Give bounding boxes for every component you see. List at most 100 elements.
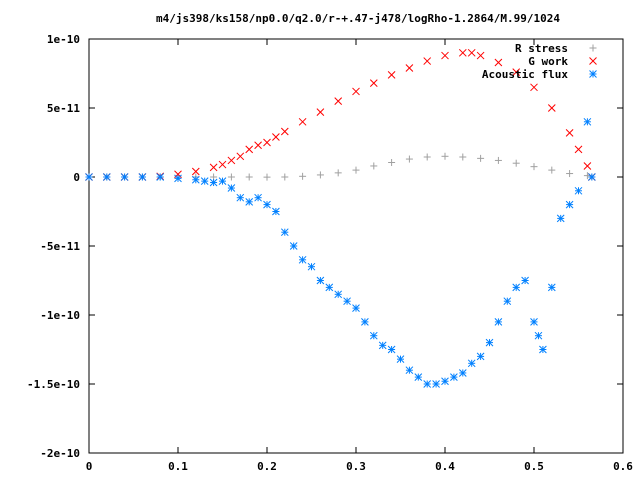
data-point (263, 138, 271, 147)
data-point (245, 145, 254, 154)
data-point (539, 345, 547, 354)
data-point (138, 173, 147, 181)
data-point (218, 160, 227, 169)
data-point (583, 162, 592, 170)
data-point (423, 153, 431, 161)
data-point (414, 373, 423, 381)
data-point (369, 79, 378, 88)
data-point (423, 380, 432, 388)
x-tick-label: 0.2 (257, 460, 277, 473)
data-point (352, 87, 360, 96)
data-point (299, 172, 307, 180)
data-point (387, 71, 396, 79)
data-point (441, 51, 449, 60)
data-point (494, 58, 503, 67)
data-point (218, 177, 227, 185)
legend-marker (589, 57, 597, 65)
data-point (307, 262, 316, 271)
data-point (245, 173, 253, 181)
data-point (534, 331, 543, 340)
x-tick-label: 0.6 (613, 460, 633, 473)
legend: R stress G work Acoustic flux (482, 42, 597, 81)
data-point (441, 152, 449, 160)
data-point (503, 297, 512, 306)
x-tick-labels: 0 0.1 0.2 0.3 0.4 0.5 0.6 (86, 460, 634, 473)
legend-marker (589, 44, 597, 52)
data-point (387, 345, 396, 354)
data-point (432, 380, 440, 388)
data-point (200, 177, 209, 185)
legend-label-r-stress: R stress (515, 42, 568, 55)
data-point (574, 186, 583, 195)
data-point (245, 197, 254, 206)
data-point (467, 359, 476, 368)
data-point (369, 331, 378, 340)
data-point (476, 352, 485, 361)
data-point (352, 166, 360, 174)
data-point (236, 193, 245, 202)
data-point (547, 283, 556, 292)
data-point (512, 159, 520, 167)
data-point (209, 163, 218, 172)
data-point (209, 178, 218, 187)
data-point (156, 173, 165, 181)
data-point (494, 156, 502, 164)
data-point (191, 167, 200, 176)
data-point (587, 173, 596, 181)
data-point (450, 373, 458, 381)
data-point (298, 117, 307, 126)
data-point (370, 162, 378, 170)
y-tick-label: -2e-10 (40, 447, 80, 460)
data-point (458, 48, 467, 57)
data-point (298, 255, 307, 264)
y-tick-label: -1e-10 (40, 309, 80, 322)
x-tick-label: 0.4 (435, 460, 455, 473)
data-point (174, 174, 182, 183)
data-point (254, 141, 262, 150)
data-point (583, 172, 591, 180)
data-point (343, 297, 351, 306)
chart-title: m4/js398/ks158/np0.0/q2.0/r-+.47-j478/lo… (156, 12, 560, 25)
y-tick-labels: 1e-10 5e-11 0 -5e-11 -1e-10 -1.5e-10 -2e… (27, 33, 80, 460)
x-tick-label: 0.5 (524, 460, 544, 473)
series-acoustic-flux (85, 117, 596, 388)
data-point (236, 152, 245, 161)
x-tick-label: 0 (86, 460, 93, 473)
data-point (227, 184, 236, 192)
data-point (227, 173, 235, 181)
x-tick-label: 0.1 (168, 460, 188, 473)
data-point (530, 318, 538, 326)
data-point (227, 156, 236, 165)
data-point (378, 341, 387, 350)
data-point (512, 68, 521, 76)
data-point (583, 117, 592, 126)
legend-label-g-work: G work (528, 55, 568, 68)
y-tick-label: 5e-11 (47, 102, 80, 115)
data-point (334, 290, 343, 299)
data-point (476, 51, 485, 60)
data-point (556, 214, 565, 223)
data-point (459, 153, 467, 161)
data-point (566, 170, 574, 178)
data-point (396, 355, 405, 364)
data-point (441, 377, 449, 386)
data-point (521, 276, 529, 285)
data-point (102, 173, 111, 181)
y-tick-label: 0 (73, 171, 80, 184)
data-point (477, 154, 485, 162)
data-point (494, 318, 503, 326)
data-point (120, 173, 129, 181)
data-point (334, 97, 343, 105)
data-point (574, 145, 583, 154)
data-point (467, 48, 476, 57)
data-point (388, 159, 396, 167)
data-point (548, 166, 556, 174)
data-point (405, 64, 414, 72)
data-point (316, 276, 325, 285)
y-tick-label: -5e-11 (40, 240, 80, 253)
legend-label-acoustic-flux: Acoustic flux (482, 68, 568, 81)
data-point (458, 369, 467, 377)
data-point (530, 163, 538, 171)
data-point (272, 207, 280, 216)
